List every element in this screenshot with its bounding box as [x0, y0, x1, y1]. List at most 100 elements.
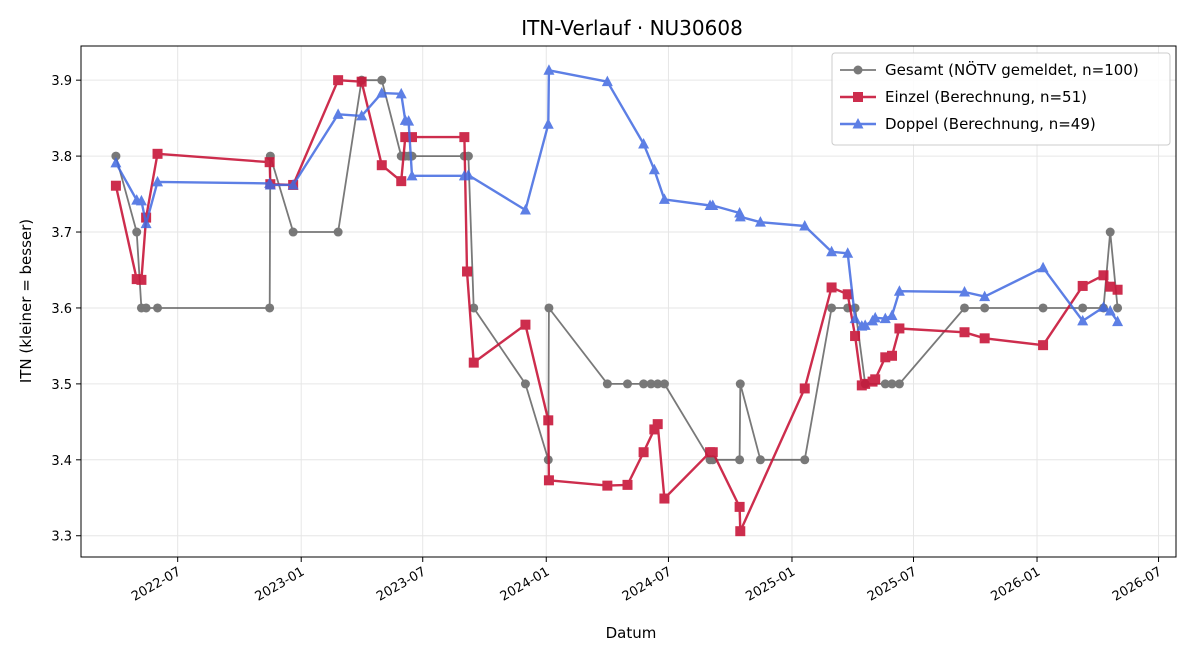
- legend-box: [831, 52, 1171, 146]
- data-point: [1097, 301, 1109, 312]
- data-point: [152, 175, 164, 187]
- data-point: [1105, 227, 1115, 237]
- data-point: [980, 303, 990, 313]
- y-tick-label: 3.6: [51, 302, 72, 317]
- data-point: [979, 333, 990, 344]
- data-point: [601, 75, 613, 87]
- data-point: [1077, 314, 1089, 326]
- data-point: [543, 64, 555, 75]
- y-axis-label: ITN (kleiner = besser): [17, 219, 35, 383]
- x-tick-label: 2022-07: [129, 564, 184, 604]
- y-tick-label: 3.3: [51, 530, 72, 545]
- y-tick-label: 3.9: [51, 74, 72, 89]
- data-point: [894, 379, 904, 389]
- series-einzel: [110, 75, 1123, 537]
- data-point: [960, 303, 970, 313]
- data-point: [110, 180, 121, 191]
- data-point: [265, 303, 275, 313]
- legend-item: [840, 92, 876, 102]
- data-point: [333, 227, 343, 237]
- data-point: [462, 169, 474, 180]
- data-point: [880, 379, 890, 389]
- x-tick-label: 2025-01: [743, 564, 798, 604]
- data-point: [849, 312, 861, 324]
- data-point: [639, 379, 649, 389]
- data-point: [1078, 303, 1088, 313]
- y-tick-label: 3.5: [51, 378, 72, 393]
- data-point: [648, 163, 660, 175]
- data-point: [377, 75, 387, 85]
- data-point: [111, 151, 121, 161]
- legend-label: Doppel (Berechnung, n=49): [885, 115, 1096, 133]
- data-point: [646, 379, 656, 389]
- data-point: [332, 108, 344, 119]
- legend-item: [840, 118, 876, 129]
- data-point: [879, 312, 891, 324]
- y-tick-label: 3.4: [51, 454, 72, 469]
- data-point: [887, 350, 898, 361]
- data-point: [543, 415, 554, 426]
- data-point: [652, 419, 663, 430]
- data-point: [622, 379, 632, 389]
- data-point: [800, 455, 810, 465]
- data-point: [887, 379, 897, 389]
- data-point: [826, 282, 837, 293]
- data-point: [264, 178, 276, 190]
- data-point: [735, 379, 745, 389]
- data-point: [850, 331, 861, 342]
- data-point: [152, 148, 163, 159]
- data-point: [1037, 261, 1049, 273]
- data-point: [870, 374, 881, 385]
- data-point: [406, 132, 417, 143]
- x-tick-label: 2024-01: [498, 564, 553, 604]
- data-point: [395, 87, 407, 99]
- data-point: [519, 204, 531, 215]
- data-point: [406, 169, 418, 181]
- data-point: [659, 379, 669, 389]
- data-point: [827, 303, 837, 313]
- legend-item: [840, 65, 876, 75]
- data-point: [622, 479, 633, 490]
- x-tick-label: 2023-01: [253, 564, 308, 604]
- data-point: [1112, 284, 1123, 295]
- data-point: [543, 475, 554, 486]
- data-point: [1112, 315, 1124, 327]
- x-tick-label: 2025-07: [865, 564, 920, 604]
- data-point: [754, 216, 766, 227]
- data-point: [396, 176, 407, 187]
- data-point: [707, 447, 718, 458]
- x-tick-label: 2024-07: [620, 564, 675, 604]
- data-point: [544, 303, 554, 313]
- data-point: [469, 303, 479, 313]
- data-point: [707, 199, 719, 210]
- data-point: [869, 311, 881, 323]
- data-point: [602, 480, 613, 491]
- data-point: [376, 160, 387, 171]
- data-point: [333, 75, 344, 86]
- data-point: [136, 274, 147, 285]
- data-point: [959, 286, 971, 297]
- data-point: [893, 285, 905, 296]
- data-point: [979, 290, 991, 302]
- data-point: [860, 378, 871, 389]
- y-tick-label: 3.7: [51, 226, 72, 241]
- series-layer: [110, 64, 1124, 537]
- data-point: [468, 357, 479, 368]
- data-point: [463, 151, 473, 161]
- data-point: [141, 303, 151, 313]
- data-point: [1038, 303, 1048, 313]
- data-point: [859, 319, 871, 330]
- x-tick-label: 2026-07: [1110, 564, 1165, 604]
- data-point: [658, 193, 670, 204]
- data-point: [288, 227, 298, 237]
- data-point: [842, 289, 853, 300]
- data-point: [659, 493, 670, 504]
- data-point: [264, 157, 275, 168]
- data-point: [1038, 340, 1049, 351]
- data-point: [734, 501, 745, 512]
- x-tick-label: 2023-07: [374, 564, 429, 604]
- data-point: [1105, 281, 1116, 292]
- legend-marker: [852, 118, 864, 129]
- data-point: [735, 526, 746, 537]
- legend-label: Gesamt (NÖTV gemeldet, n=100): [885, 60, 1139, 79]
